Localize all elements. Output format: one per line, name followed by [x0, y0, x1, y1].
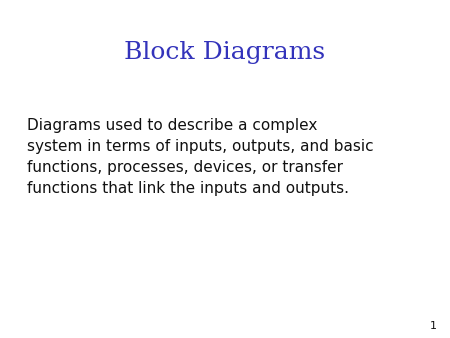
Text: 1: 1: [429, 321, 436, 331]
Text: Diagrams used to describe a complex
system in terms of inputs, outputs, and basi: Diagrams used to describe a complex syst…: [27, 118, 374, 196]
Text: Block Diagrams: Block Diagrams: [125, 41, 325, 64]
